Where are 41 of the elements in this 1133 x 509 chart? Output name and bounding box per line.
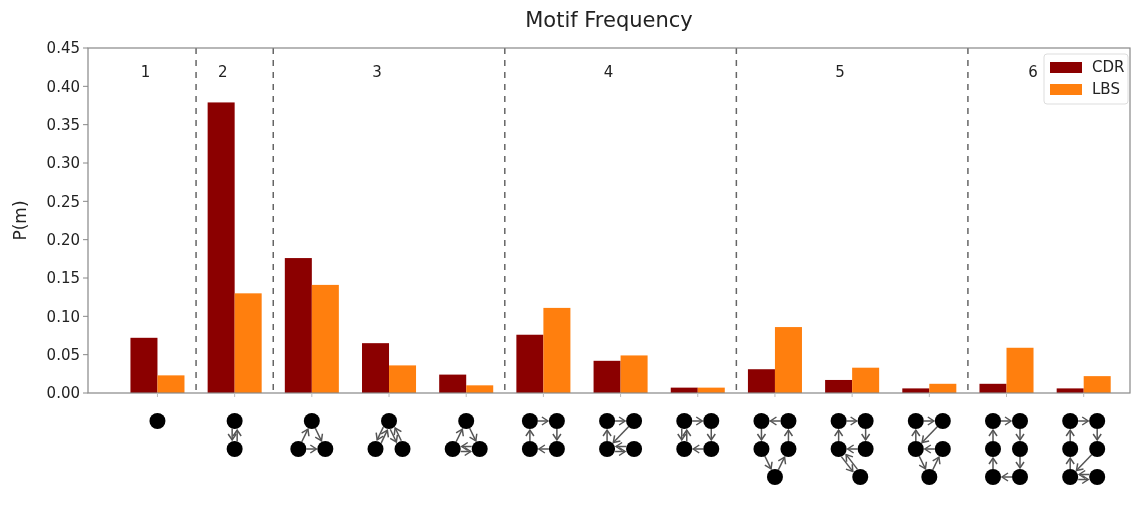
- bar: [466, 385, 494, 393]
- y-tick-label: 0.30: [46, 154, 80, 173]
- bar: [234, 293, 262, 393]
- y-tick-label: 0.45: [46, 39, 80, 58]
- bar: [516, 334, 544, 393]
- annotation: 2: [217, 63, 228, 82]
- legend-label: LBS: [1092, 80, 1120, 98]
- bar: [439, 374, 467, 393]
- annotation: 4: [603, 63, 614, 82]
- bar: [979, 383, 1007, 393]
- bar: [852, 367, 880, 393]
- bar: [1006, 347, 1034, 393]
- bar: [620, 355, 648, 393]
- bar: [130, 337, 158, 393]
- annotation: 5: [835, 63, 845, 82]
- bar: [389, 365, 417, 393]
- legend-label: CDR: [1092, 58, 1125, 76]
- bar: [284, 258, 312, 393]
- bar: [825, 379, 853, 393]
- y-tick-label: 0.40: [46, 77, 80, 96]
- bar: [593, 360, 621, 393]
- bar: [747, 369, 775, 393]
- y-tick-label: 0.00: [46, 384, 80, 403]
- y-tick-label: 0.35: [46, 115, 80, 134]
- y-tick-label: 0.05: [46, 345, 80, 364]
- annotation: 6: [1028, 63, 1038, 82]
- bar: [543, 307, 571, 393]
- y-tick-label: 0.20: [46, 230, 80, 249]
- bar: [157, 375, 185, 393]
- chart-title: Motif Frequency: [525, 8, 693, 32]
- y-tick-label: 0.25: [46, 192, 80, 211]
- bar: [311, 284, 339, 393]
- bar: [774, 327, 802, 393]
- bar: [207, 102, 235, 393]
- y-axis-title: P(m): [10, 200, 30, 241]
- y-tick-label: 0.10: [46, 307, 80, 326]
- bar: [1083, 376, 1111, 393]
- bar: [362, 343, 390, 393]
- y-tick-label: 0.15: [46, 269, 80, 288]
- annotation: 1: [140, 63, 151, 82]
- annotation: 3: [372, 63, 382, 82]
